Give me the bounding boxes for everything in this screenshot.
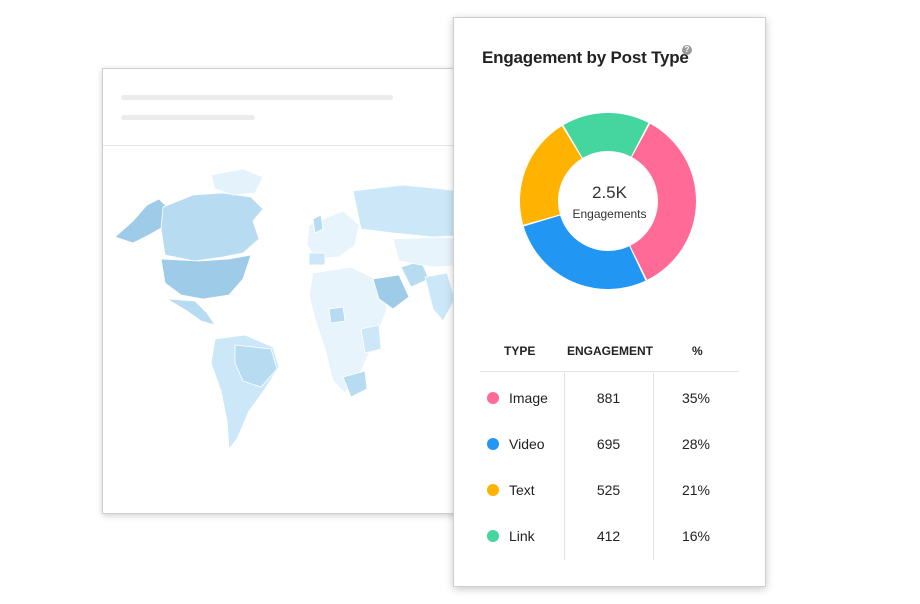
row-percent: 35%	[681, 390, 711, 406]
legend-dot-image	[487, 392, 499, 404]
map-region-alaska	[114, 198, 168, 244]
row-percent: 16%	[681, 528, 711, 544]
help-circle-icon[interactable]: ?	[682, 45, 692, 55]
row-type: Link	[509, 528, 535, 544]
card-title: Engagement by Post Type	[482, 48, 689, 67]
row-engagement: 525	[596, 482, 621, 498]
map-region-arabia	[372, 274, 410, 310]
table-row-image: Image 881 35%	[454, 388, 765, 408]
donut-slice-video[interactable]	[523, 215, 646, 289]
row-percent: 28%	[681, 436, 711, 452]
map-card	[102, 68, 472, 514]
row-type: Video	[509, 436, 545, 452]
map-region-south-africa	[342, 370, 368, 398]
column-header-type: TYPE	[504, 344, 536, 358]
row-type: Image	[509, 390, 548, 406]
map-region-usa	[160, 254, 252, 300]
row-engagement: 412	[596, 528, 621, 544]
column-divider	[653, 373, 654, 560]
row-percent: 21%	[681, 482, 711, 498]
map-region-mexico	[166, 298, 216, 326]
map-region-nigeria	[328, 306, 346, 324]
table-row-text: Text 525 21%	[454, 480, 765, 500]
donut-chart	[520, 113, 696, 289]
row-engagement: 695	[596, 436, 621, 452]
row-type: Text	[509, 482, 535, 498]
column-header-engagement: ENGAGEMENT	[567, 344, 654, 358]
donut-center-value: 2.5K	[592, 183, 627, 202]
donut-slice-image[interactable]	[630, 123, 696, 280]
map-region-india	[424, 272, 456, 322]
map-region-russia	[352, 184, 471, 238]
placeholder-line	[121, 95, 393, 100]
donut-center-label: Engagements	[572, 207, 647, 221]
divider	[103, 145, 471, 146]
map-region-uk	[312, 214, 324, 234]
legend-dot-text	[487, 484, 499, 496]
row-engagement: 881	[596, 390, 621, 406]
table-row-video: Video 695 28%	[454, 434, 765, 454]
header-divider	[480, 371, 739, 372]
donut-slice-link[interactable]	[563, 113, 649, 158]
donut-slice-text[interactable]	[520, 126, 582, 225]
world-map	[114, 168, 471, 451]
map-region-canada	[160, 192, 264, 262]
map-region-spain	[308, 252, 326, 266]
placeholder-line	[121, 115, 255, 120]
table-row-link: Link 412 16%	[454, 526, 765, 546]
map-region-central-asia	[392, 236, 471, 268]
map-region-greenland	[210, 168, 264, 196]
map-region-east-africa	[360, 324, 382, 354]
legend-dot-link	[487, 530, 499, 542]
column-header-percent: %	[692, 344, 703, 358]
engagement-card: Engagement by Post Type ? 2.5K Engagemen…	[453, 17, 766, 587]
map-region-brazil	[234, 344, 278, 388]
legend-dot-video	[487, 438, 499, 450]
column-divider	[564, 373, 565, 560]
